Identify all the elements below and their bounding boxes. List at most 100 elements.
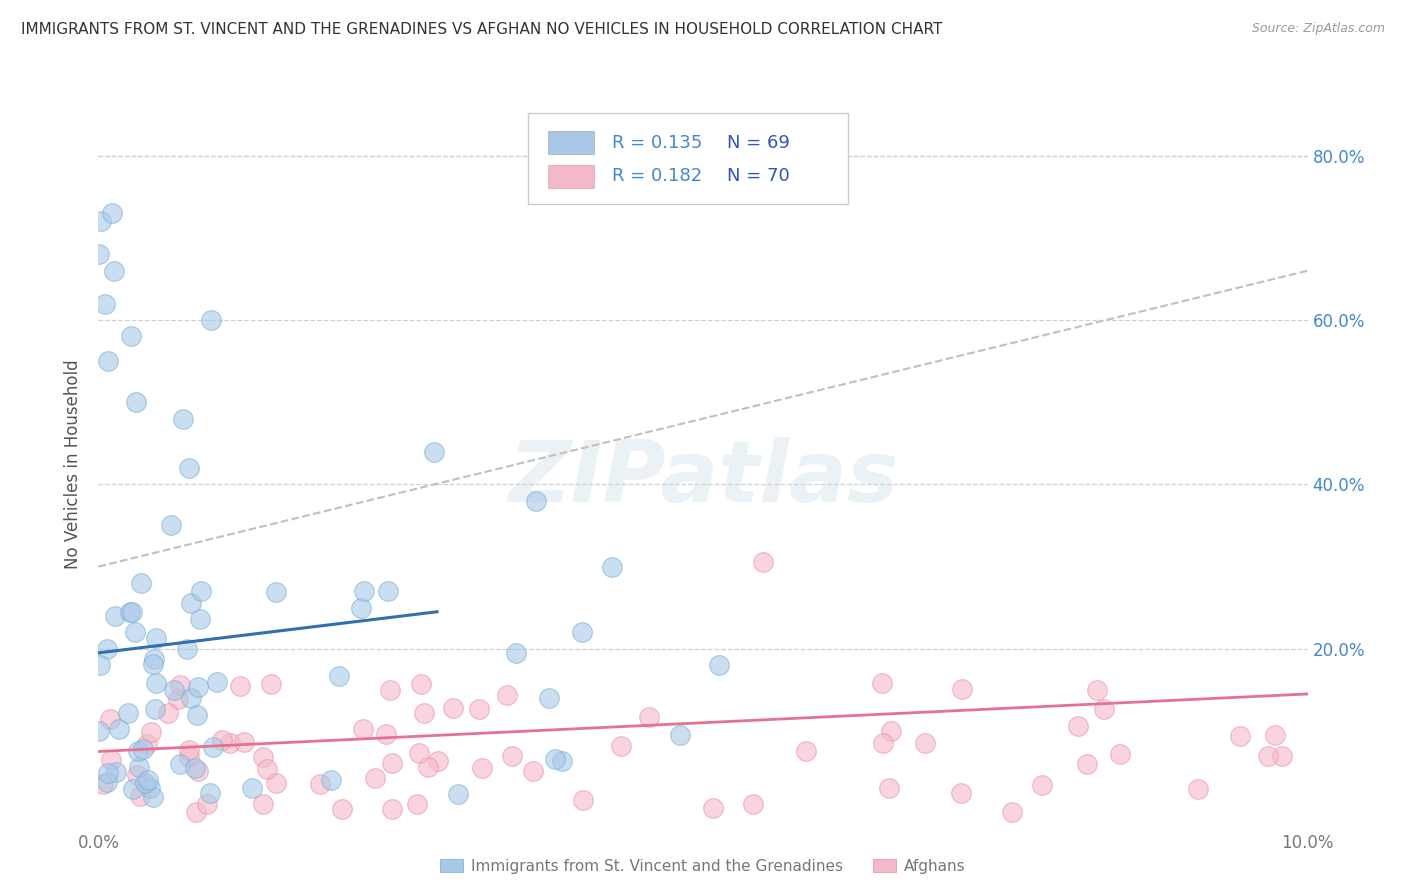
Point [186, 707, 208, 722]
Point [870, 676, 893, 690]
Point [1031, 778, 1053, 792]
Point [128, 760, 150, 774]
Text: R = 0.135: R = 0.135 [613, 134, 703, 152]
Point [537, 691, 560, 706]
Point [187, 681, 209, 695]
Point [211, 733, 233, 747]
Point [309, 776, 332, 790]
Point [127, 768, 149, 782]
Point [118, 605, 141, 619]
Point [101, 206, 124, 220]
Point [353, 583, 375, 598]
Point [89, 658, 111, 673]
FancyBboxPatch shape [548, 165, 595, 188]
Point [381, 802, 404, 816]
Point [380, 682, 402, 697]
Point [1257, 749, 1279, 764]
Point [422, 444, 444, 458]
Point [505, 646, 527, 660]
Point [107, 722, 129, 736]
Point [143, 652, 166, 666]
Point [240, 780, 263, 795]
Point [522, 764, 544, 778]
Point [121, 606, 143, 620]
Point [89, 247, 111, 261]
Point [145, 676, 167, 690]
Point [495, 688, 517, 702]
Point [169, 756, 191, 771]
Point [169, 678, 191, 692]
Point [218, 736, 240, 750]
Point [100, 753, 122, 767]
Point [179, 749, 201, 764]
Point [136, 738, 159, 752]
Point [411, 676, 433, 690]
Point [524, 493, 547, 508]
Point [1271, 748, 1294, 763]
Point [550, 754, 572, 768]
Point [914, 736, 936, 750]
Point [441, 700, 464, 714]
Point [1108, 747, 1130, 762]
Point [260, 677, 283, 691]
Point [381, 756, 404, 770]
Point [156, 706, 179, 720]
Point [330, 802, 353, 816]
Point [702, 801, 724, 815]
Point [97, 354, 120, 368]
Point [132, 742, 155, 756]
Point [180, 596, 202, 610]
Point [350, 600, 373, 615]
Point [328, 669, 350, 683]
Point [233, 734, 256, 748]
Point [1229, 729, 1251, 743]
Text: Source: ZipAtlas.com: Source: ZipAtlas.com [1251, 22, 1385, 36]
Point [418, 760, 440, 774]
Point [408, 746, 430, 760]
Point [952, 682, 974, 697]
Point [190, 583, 212, 598]
Text: IMMIGRANTS FROM ST. VINCENT AND THE GRENADINES VS AFGHAN NO VEHICLES IN HOUSEHOL: IMMIGRANTS FROM ST. VINCENT AND THE GREN… [21, 22, 942, 37]
Point [669, 728, 692, 742]
Text: N = 70: N = 70 [727, 168, 790, 186]
Point [264, 585, 287, 599]
Point [177, 743, 200, 757]
Point [136, 773, 159, 788]
Text: ZIPatlas: ZIPatlas [508, 437, 898, 520]
Point [501, 749, 523, 764]
Point [176, 641, 198, 656]
Point [188, 612, 211, 626]
Point [145, 702, 167, 716]
Point [129, 789, 152, 804]
Point [752, 556, 775, 570]
Point [609, 739, 631, 753]
Point [87, 723, 110, 738]
Point [122, 781, 145, 796]
Point [139, 724, 162, 739]
Point [187, 764, 209, 778]
Point [104, 608, 127, 623]
Point [707, 658, 730, 673]
Point [571, 625, 593, 640]
Point [120, 329, 142, 343]
Point [202, 740, 225, 755]
Point [352, 722, 374, 736]
Point [252, 797, 274, 811]
Point [1092, 702, 1115, 716]
Point [880, 723, 903, 738]
Point [117, 706, 139, 720]
Point [364, 771, 387, 785]
Point [256, 762, 278, 776]
Point [377, 584, 399, 599]
Point [872, 736, 894, 750]
Point [160, 518, 183, 533]
Point [1076, 756, 1098, 771]
Point [90, 214, 112, 228]
Point [177, 461, 200, 475]
Point [200, 786, 222, 800]
Point [741, 797, 763, 812]
Point [103, 263, 125, 277]
Point [200, 313, 222, 327]
Text: N = 69: N = 69 [727, 134, 790, 152]
Point [950, 786, 973, 800]
